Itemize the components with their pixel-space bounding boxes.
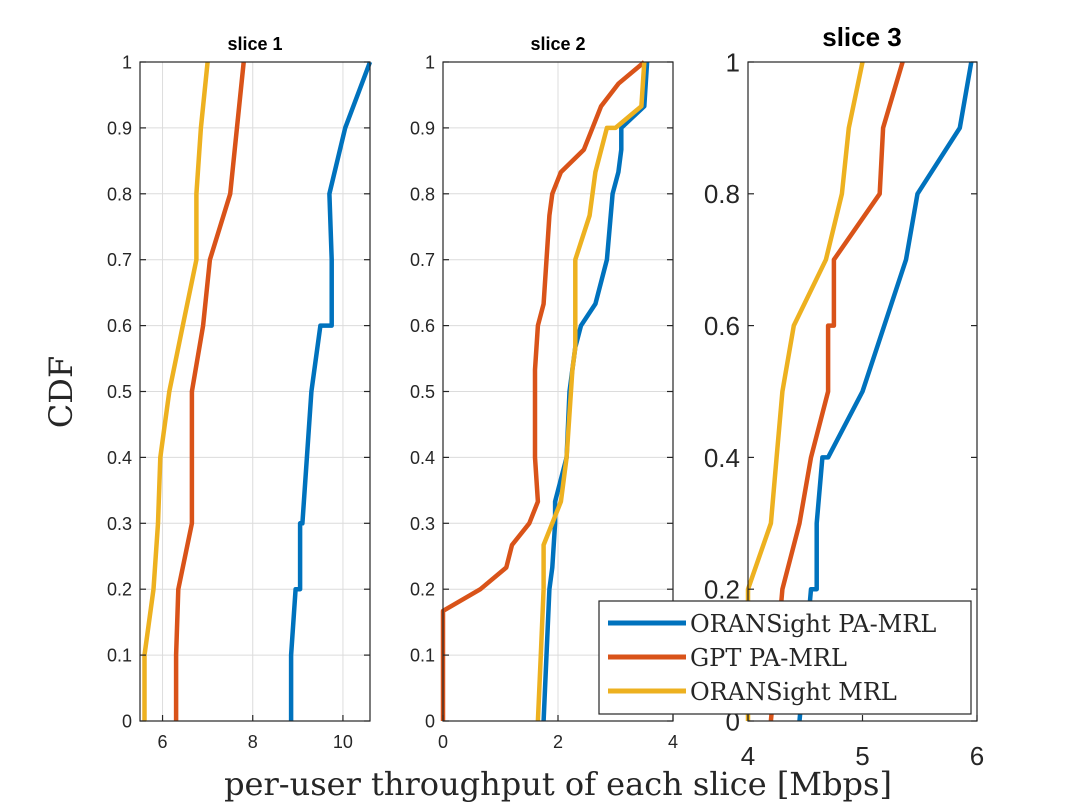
y-tick-label: 0.9	[410, 118, 435, 138]
y-tick-label: 0.3	[107, 514, 132, 534]
y-tick-label: 0.6	[107, 316, 132, 336]
y-tick-label: 1	[122, 52, 132, 72]
y-tick-label: 0.7	[410, 250, 435, 270]
y-tick-label: 0.6	[410, 316, 435, 336]
legend: ORANSight PA-MRL GPT PA-MRL ORANSight MR…	[598, 600, 972, 715]
series-line-oransight-mrl	[142, 61, 210, 721]
y-tick-label: 0.1	[107, 646, 132, 666]
x-tick-label: 4	[668, 732, 678, 752]
y-tick-label: 0.4	[410, 448, 435, 468]
series-line-oransight-pa-mrl	[288, 61, 373, 721]
x-axis-label: per-user throughput of each slice [Mbps]	[224, 765, 892, 803]
legend-label-gpt-pa-mrl: GPT PA-MRL	[690, 644, 847, 672]
x-tick-label: 0	[438, 732, 448, 752]
y-tick-label: 0.7	[107, 250, 132, 270]
y-tick-label: 0	[425, 711, 435, 731]
y-tick-label: 0.4	[107, 448, 132, 468]
y-tick-label: 0.5	[107, 382, 132, 402]
ticks-slice-1: 0 0.1 0.2 0.3 0.4 0.5 0.6 0.7 0.8 0.9 1 6 8 10	[107, 52, 370, 752]
y-tick-label: 0.6	[704, 311, 740, 341]
x-tick-label: 8	[248, 732, 258, 752]
y-tick-label: 0.1	[410, 646, 435, 666]
y-tick-label: 0.2	[107, 580, 132, 600]
series-slice-2	[440, 60, 650, 722]
y-tick-label: 0.8	[704, 179, 740, 209]
x-tick-label: 6	[158, 732, 168, 752]
series-line-gpt-pa-mrl	[440, 60, 646, 721]
y-tick-label: 0.2	[410, 580, 435, 600]
series-line-gpt-pa-mrl	[768, 61, 905, 722]
panel-title-slice-2: slice 2	[530, 34, 585, 54]
panel-title-slice-3: slice 3	[822, 22, 902, 52]
y-tick-label: 1	[425, 52, 435, 72]
y-tick-label: 0.3	[410, 514, 435, 534]
y-tick-label: 0.2	[704, 575, 740, 605]
y-tick-label: 0.8	[410, 184, 435, 204]
panel-slice-1: 0 0.1 0.2 0.3 0.4 0.5 0.6 0.7 0.8 0.9 1 6 8 10 slice …	[107, 34, 373, 752]
panel-slice-3: 00.20.40.60.814 5 6 slice 3	[704, 22, 984, 771]
ticks-slice-2: 0 0.1 0.2 0.3 0.4 0.5 0.6 0.7 0.8 0.9 1 0 2 4	[410, 52, 678, 752]
series-line-oransight-pa-mrl	[541, 61, 650, 722]
legend-label-oransight-pa-mrl: ORANSight PA-MRL	[690, 610, 936, 638]
y-tick-label: 1	[726, 47, 740, 77]
x-tick-label: 6	[970, 741, 984, 771]
y-tick-label: 0.9	[107, 118, 132, 138]
y-tick-label: 0.5	[410, 382, 435, 402]
series-line-gpt-pa-mrl	[173, 61, 246, 721]
series-slice-1	[142, 61, 373, 721]
series-line-oransight-pa-mrl	[797, 61, 974, 722]
x-tick-label: 5	[855, 741, 869, 771]
y-tick-label: 0	[122, 711, 132, 731]
y-tick-label: 0.8	[107, 184, 132, 204]
x-tick-label: 2	[553, 732, 563, 752]
panel-title-slice-1: slice 1	[227, 34, 282, 54]
legend-label-oransight-mrl: ORANSight MRL	[690, 678, 897, 706]
y-axis-label: CDF	[42, 356, 80, 428]
panel-slice-2: 0 0.1 0.2 0.3 0.4 0.5 0.6 0.7 0.8 0.9 1 0 2 4 slice 2	[410, 34, 678, 752]
ticks-slice-3: 00.20.40.60.814 5 6	[704, 47, 984, 771]
y-tick-label: 0.4	[704, 443, 740, 473]
x-tick-label: 10	[333, 732, 353, 752]
series-slice-3	[745, 61, 974, 722]
series-line-oransight-mrl	[745, 61, 865, 721]
x-tick-label: 4	[741, 741, 755, 771]
series-line-oransight-mrl	[535, 61, 647, 722]
